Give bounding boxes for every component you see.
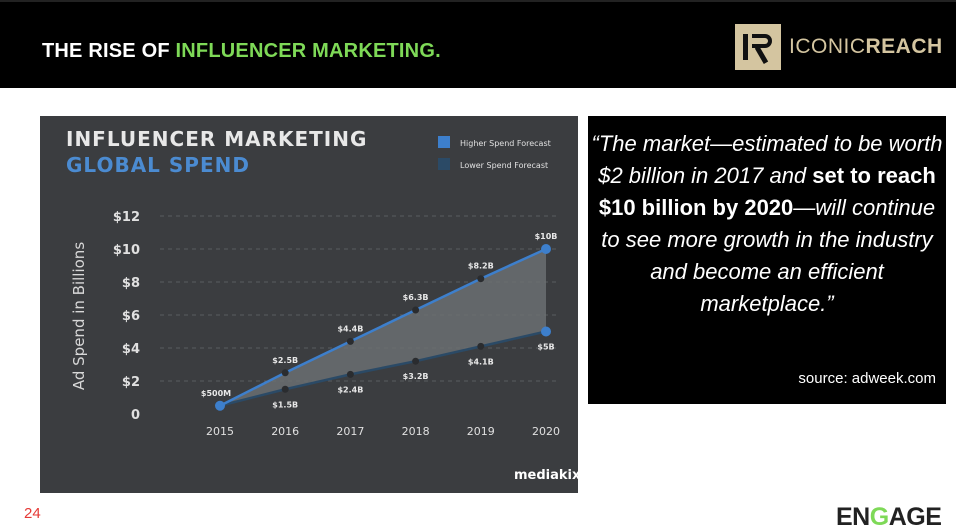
chart-title: INFLUENCER MARKETING (66, 127, 367, 151)
x-tick-label: 2017 (336, 425, 364, 438)
y-tick-label: $2 (122, 375, 140, 390)
spend-chart: INFLUENCER MARKETING GLOBAL SPEND Ad Spe… (66, 127, 578, 483)
series-line-higher (219, 247, 547, 407)
title-accent: INFLUENCER MARKETING. (175, 40, 441, 62)
title-prefix: THE RISE OF (42, 40, 176, 62)
data-point-higher (346, 337, 354, 345)
quote-strong: set to reach $10 billion by 2020 (598, 163, 936, 220)
data-label-higher: $4.4B (337, 324, 363, 333)
legend-label: Lower Spend Forecast (460, 161, 548, 170)
data-point-higher (412, 306, 420, 314)
data-label-lower: $5B (537, 343, 554, 352)
engage-pre: EN (836, 503, 870, 531)
logo-text: ICONICREACH (789, 35, 943, 59)
series-line-lower (219, 330, 547, 407)
slide-title: THE RISE OF INFLUENCER MARKETING. (42, 40, 441, 63)
data-label-higher: $8.2B (468, 262, 494, 271)
engage-g: G (869, 503, 889, 531)
x-tick-label: 2020 (532, 425, 560, 438)
data-point-higher (215, 400, 225, 411)
data-label-lower: $3.2B (403, 372, 429, 381)
data-point-lower (346, 370, 354, 378)
data-point-lower (541, 326, 551, 337)
data-label-higher: $500M (201, 389, 231, 398)
quote-source: source: adweek.com (798, 370, 936, 387)
forecast-range-area (220, 249, 546, 406)
chart-legend: Higher Spend Forecast Lower Spend Forecas… (438, 136, 551, 170)
engage-post: AGE (888, 503, 942, 531)
data-point-lower (412, 357, 420, 365)
slide-header: THE RISE OF INFLUENCER MARKETING. ICONIC… (0, 0, 956, 88)
y-axis-label: Ad Spend in Billions (70, 242, 88, 390)
iconicreach-logo: ICONICREACH (735, 24, 943, 70)
y-tick-label: $4 (122, 342, 140, 357)
quote-box: “The market—estimated to be worth $2 bil… (588, 116, 946, 404)
chart-panel: INFLUENCER MARKETING GLOBAL SPEND Ad Spe… (40, 116, 578, 493)
data-point-higher (477, 275, 485, 283)
legend-swatch (438, 158, 450, 170)
data-point-higher (541, 244, 551, 254)
data-label-higher: $6.3B (403, 293, 429, 302)
y-tick-label: $12 (113, 210, 140, 225)
y-tick-label: 0 (131, 408, 140, 423)
y-tick-label: $8 (122, 276, 140, 291)
page-number: 24 (24, 505, 41, 522)
data-point-higher (281, 369, 289, 377)
logo-text-bold: REACH (865, 35, 943, 58)
data-label-lower: $2.4B (337, 385, 363, 394)
x-tick-label: 2018 (402, 425, 430, 438)
legend-label: Higher Spend Forecast (460, 139, 551, 148)
x-tick-label: 2015 (206, 425, 234, 438)
quote-part-2: —will continue to see more growth in the… (601, 195, 936, 316)
x-tick-label: 2016 (271, 425, 299, 438)
iconicreach-logo-icon (735, 24, 781, 70)
quote-part-1: “The market—estimated to be worth $2 bil… (591, 131, 943, 188)
logo-text-light: ICONIC (789, 35, 866, 58)
legend-swatch (438, 136, 450, 148)
data-label-higher: $2.5B (272, 356, 298, 365)
engage-logo: ENGAGE (836, 503, 942, 532)
y-tick-label: $6 (122, 309, 140, 324)
data-point-lower (477, 342, 485, 350)
data-label-higher: $10B (535, 232, 558, 241)
mediakix-watermark: mediakix (514, 468, 578, 483)
x-tick-label: 2019 (467, 425, 495, 438)
data-label-lower: $4.1B (468, 357, 494, 366)
y-tick-label: $10 (113, 243, 140, 258)
chart-plot: $1.5B $2.4B $3.2B $4.1B $5B $500M $2.5B $4.4B $6… (201, 232, 558, 411)
data-point-lower (281, 385, 289, 393)
chart-subtitle: GLOBAL SPEND (66, 153, 250, 177)
quote-text: “The market—estimated to be worth $2 bil… (588, 128, 946, 320)
data-label-lower: $1.5B (272, 400, 298, 409)
